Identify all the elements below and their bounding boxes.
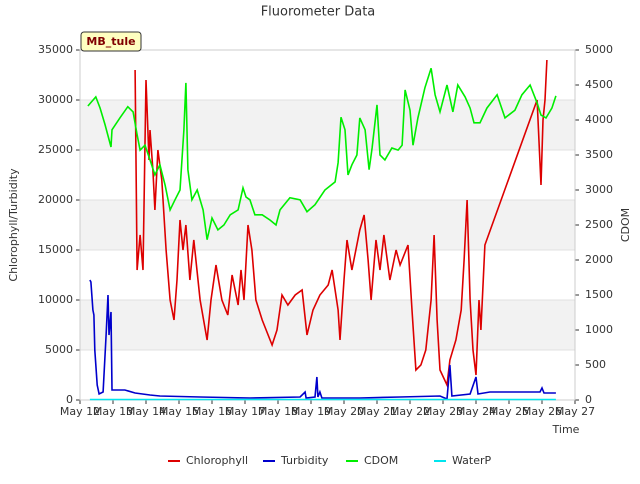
- y-tick-label: 10000: [38, 293, 73, 306]
- series-line: [134, 59, 548, 388]
- series-line: [87, 67, 557, 240]
- legend-label: CDOM: [364, 454, 398, 467]
- y2-tick-label: 0: [585, 393, 592, 406]
- y2-tick-label: 3000: [585, 183, 613, 196]
- x-tick-label: May 23: [423, 405, 463, 418]
- x-tick-label: May 13: [93, 405, 133, 418]
- y2-tick-label: 5000: [585, 43, 613, 56]
- grid-band: [80, 100, 575, 150]
- x-tick-label: May 25: [489, 405, 529, 418]
- series-line: [89, 279, 556, 401]
- x-tick-label: May 21: [357, 405, 397, 418]
- y-tick-label: 20000: [38, 193, 73, 206]
- x-tick-label: May 12: [60, 405, 100, 418]
- x-tick-label: May 17: [225, 405, 265, 418]
- y-tick-label: 5000: [45, 343, 73, 356]
- legend-label: Chlorophyll: [186, 454, 248, 467]
- chart-title: Fluorometer Data: [261, 5, 376, 20]
- y2-tick-label: 500: [585, 358, 606, 371]
- legend-label: Turbidity: [280, 454, 329, 467]
- x-axis-label: Time: [552, 423, 580, 436]
- x-tick-label: May 24: [456, 405, 496, 418]
- y-tick-label: 0: [66, 393, 73, 406]
- grid-band: [80, 300, 575, 350]
- x-tick-label: May 19: [291, 405, 331, 418]
- y-tick-label: 15000: [38, 243, 73, 256]
- legend-label: WaterP: [452, 454, 492, 467]
- y2-tick-label: 1500: [585, 288, 613, 301]
- y2-tick-label: 3500: [585, 148, 613, 161]
- x-tick-label: May 26: [522, 405, 562, 418]
- x-tick-label: May 20: [324, 405, 364, 418]
- x-tick-label: May 16: [192, 405, 232, 418]
- y2-tick-label: 2000: [585, 253, 613, 266]
- annotation: MB_tule: [86, 35, 135, 48]
- x-tick-label: May 14: [126, 405, 166, 418]
- x-tick-label: May 18: [258, 405, 298, 418]
- annotation-box: [80, 31, 142, 52]
- y2-axis-label: CDOM: [619, 208, 632, 242]
- y2-tick-label: 2500: [585, 218, 613, 231]
- x-tick-label: May 27: [555, 405, 595, 418]
- y-axis-label: Chlorophyll/Turbidity: [7, 168, 20, 282]
- y2-tick-label: 1000: [585, 323, 613, 336]
- x-tick-label: May 15: [159, 405, 199, 418]
- y-tick-label: 25000: [38, 143, 73, 156]
- y2-tick-label: 4500: [585, 78, 613, 91]
- y-tick-label: 35000: [38, 43, 73, 56]
- y2-tick-label: 4000: [585, 113, 613, 126]
- x-tick-label: May 22: [390, 405, 430, 418]
- y-tick-label: 30000: [38, 93, 73, 106]
